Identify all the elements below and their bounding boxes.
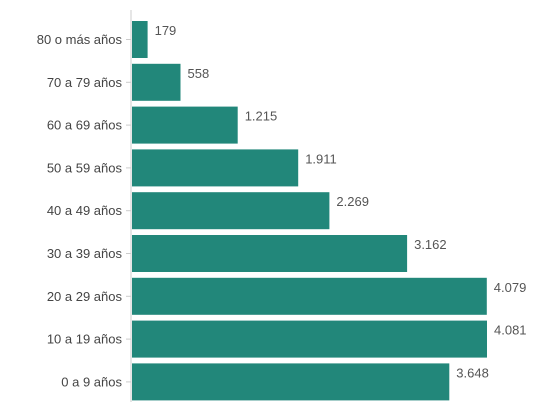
data-label: 4.081 <box>494 323 527 338</box>
data-label: 3.162 <box>414 237 447 252</box>
category-tick-labels: 80 o más años 70 a 79 años 60 a 69 años 50 … <box>37 32 131 389</box>
data-label: 3.648 <box>456 365 489 380</box>
data-label: 1.911 <box>305 151 337 166</box>
category-tick-label: 0 a 9 años <box>61 374 122 389</box>
bar <box>132 320 487 358</box>
category-tick-label: 10 a 19 años <box>47 332 123 347</box>
data-label: 2.269 <box>336 194 369 209</box>
bar <box>132 192 330 230</box>
category-tick-label: 50 a 59 años <box>47 160 123 175</box>
data-label: 558 <box>188 66 210 81</box>
data-label: 4.079 <box>494 280 527 295</box>
bar <box>132 363 450 401</box>
bar <box>132 106 238 144</box>
category-tick-label: 20 a 29 años <box>47 289 123 304</box>
category-tick-label: 80 o más años <box>37 32 123 47</box>
category-tick-label: 60 a 69 años <box>47 118 123 133</box>
data-label: 1.215 <box>245 109 278 124</box>
category-tick-label: 70 a 79 años <box>47 75 123 90</box>
bars <box>132 21 487 401</box>
data-label: 179 <box>155 23 177 38</box>
bar <box>132 149 299 187</box>
bar <box>132 63 181 101</box>
category-tick-label: 30 a 39 años <box>47 246 123 261</box>
bar <box>132 235 408 272</box>
category-tick-label: 40 a 49 años <box>47 203 123 218</box>
data-labels: 179 558 1.215 1.911 2.269 3.162 4.079 4.081 3.64… <box>155 23 527 380</box>
bar <box>132 21 148 58</box>
bar <box>132 277 487 315</box>
